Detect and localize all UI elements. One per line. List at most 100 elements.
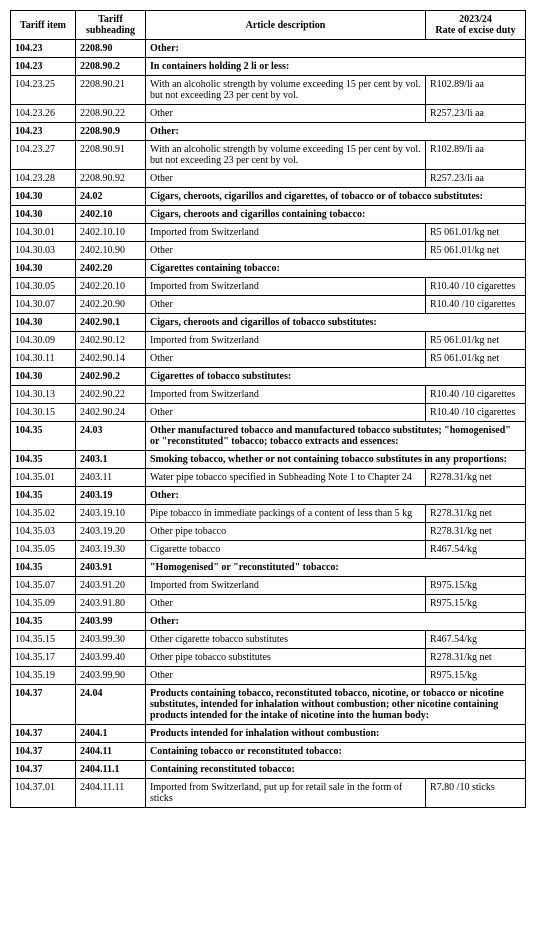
cell-rate: R102.89/li aa — [426, 76, 526, 105]
table-row: 104.23.262208.90.22OtherR257.23/li aa — [11, 105, 526, 123]
cell-description: Imported from Switzerland — [146, 577, 426, 595]
table-row: 104.302402.90.2Cigarettes of tobacco sub… — [11, 368, 526, 386]
table-row: 104.30.112402.90.14OtherR5 061.01/kg net — [11, 350, 526, 368]
cell-subheading: 24.03 — [76, 422, 146, 451]
cell-description: Pipe tobacco in immediate packings of a … — [146, 505, 426, 523]
cell-rate: R278.31/kg net — [426, 523, 526, 541]
cell-subheading: 2404.11 — [76, 743, 146, 761]
cell-subheading: 2403.91.80 — [76, 595, 146, 613]
cell-rate: R467.54/kg — [426, 631, 526, 649]
cell-item: 104.35 — [11, 613, 76, 631]
cell-description: Smoking tobacco, whether or not containi… — [146, 451, 526, 469]
cell-subheading: 2404.1 — [76, 725, 146, 743]
table-row: 104.30.012402.10.10Imported from Switzer… — [11, 224, 526, 242]
table-row: 104.302402.90.1Cigars, cheroots and ciga… — [11, 314, 526, 332]
cell-subheading: 2402.10.10 — [76, 224, 146, 242]
cell-item: 104.35.02 — [11, 505, 76, 523]
cell-description: Containing reconstituted tobacco: — [146, 761, 526, 779]
cell-subheading: 2403.99.40 — [76, 649, 146, 667]
cell-subheading: 2403.99.30 — [76, 631, 146, 649]
cell-item: 104.23.28 — [11, 170, 76, 188]
header-row: Tariff item Tariff subheading Article de… — [11, 11, 526, 40]
table-row: 104.35.092403.91.80OtherR975.15/kg — [11, 595, 526, 613]
cell-subheading: 2404.11.11 — [76, 779, 146, 808]
table-row: 104.35.052403.19.30Cigarette tobaccoR467… — [11, 541, 526, 559]
cell-item: 104.37 — [11, 743, 76, 761]
cell-description: Cigarette tobacco — [146, 541, 426, 559]
table-row: 104.23.252208.90.21With an alcoholic str… — [11, 76, 526, 105]
cell-rate: R257.23/li aa — [426, 170, 526, 188]
cell-description: Other: — [146, 613, 526, 631]
cell-item: 104.30.09 — [11, 332, 76, 350]
table-row: 104.232208.90.9Other: — [11, 123, 526, 141]
cell-subheading: 2208.90.9 — [76, 123, 146, 141]
cell-description: Other — [146, 296, 426, 314]
table-row: 104.3524.03Other manufactured tobacco an… — [11, 422, 526, 451]
cell-rate: R278.31/kg net — [426, 649, 526, 667]
cell-item: 104.30.11 — [11, 350, 76, 368]
cell-subheading: 2403.19.10 — [76, 505, 146, 523]
cell-item: 104.23.27 — [11, 141, 76, 170]
cell-subheading: 2403.19.30 — [76, 541, 146, 559]
table-row: 104.30.152402.90.24OtherR10.40 /10 cigar… — [11, 404, 526, 422]
cell-subheading: 2403.1 — [76, 451, 146, 469]
cell-subheading: 2402.20 — [76, 260, 146, 278]
cell-description: Cigars, cheroots, cigarillos and cigaret… — [146, 188, 526, 206]
table-row: 104.23.272208.90.91With an alcoholic str… — [11, 141, 526, 170]
table-row: 104.352403.19Other: — [11, 487, 526, 505]
cell-item: 104.30.15 — [11, 404, 76, 422]
cell-description: Imported from Switzerland — [146, 224, 426, 242]
table-row: 104.30.052402.20.10Imported from Switzer… — [11, 278, 526, 296]
cell-subheading: 2402.20.90 — [76, 296, 146, 314]
cell-rate: R10.40 /10 cigarettes — [426, 296, 526, 314]
table-row: 104.35.192403.99.90OtherR975.15/kg — [11, 667, 526, 685]
table-row: 104.30.132402.90.22Imported from Switzer… — [11, 386, 526, 404]
table-row: 104.302402.20Cigarettes containing tobac… — [11, 260, 526, 278]
cell-subheading: 2208.90.21 — [76, 76, 146, 105]
cell-rate: R10.40 /10 cigarettes — [426, 386, 526, 404]
cell-rate: R278.31/kg net — [426, 505, 526, 523]
cell-subheading: 2403.19.20 — [76, 523, 146, 541]
cell-item: 104.23 — [11, 123, 76, 141]
header-item: Tariff item — [11, 11, 76, 40]
cell-rate: R5 061.01/kg net — [426, 224, 526, 242]
cell-subheading: 2402.20.10 — [76, 278, 146, 296]
cell-item: 104.23.25 — [11, 76, 76, 105]
cell-subheading: 2208.90.2 — [76, 58, 146, 76]
cell-subheading: 24.02 — [76, 188, 146, 206]
table-row: 104.35.072403.91.20Imported from Switzer… — [11, 577, 526, 595]
cell-description: Other — [146, 404, 426, 422]
cell-item: 104.37.01 — [11, 779, 76, 808]
cell-subheading: 2402.90.2 — [76, 368, 146, 386]
cell-item: 104.35 — [11, 559, 76, 577]
cell-item: 104.23 — [11, 58, 76, 76]
cell-subheading: 2402.90.14 — [76, 350, 146, 368]
cell-description: Other manufactured tobacco and manufactu… — [146, 422, 526, 451]
cell-rate: R7.80 /10 sticks — [426, 779, 526, 808]
cell-item: 104.30 — [11, 188, 76, 206]
cell-subheading: 2208.90 — [76, 40, 146, 58]
cell-item: 104.30 — [11, 314, 76, 332]
cell-subheading: 2403.19 — [76, 487, 146, 505]
cell-subheading: 2208.90.91 — [76, 141, 146, 170]
cell-description: Other — [146, 105, 426, 123]
cell-description: Products containing tobacco, reconstitut… — [146, 685, 526, 725]
table-row: 104.352403.99Other: — [11, 613, 526, 631]
cell-item: 104.37 — [11, 725, 76, 743]
cell-subheading: 24.04 — [76, 685, 146, 725]
table-row: 104.352403.1Smoking tobacco, whether or … — [11, 451, 526, 469]
cell-subheading: 2402.90.1 — [76, 314, 146, 332]
cell-item: 104.35.03 — [11, 523, 76, 541]
cell-subheading: 2402.10 — [76, 206, 146, 224]
cell-rate: R975.15/kg — [426, 667, 526, 685]
cell-item: 104.35.15 — [11, 631, 76, 649]
cell-item: 104.35.05 — [11, 541, 76, 559]
cell-description: With an alcoholic strength by volume exc… — [146, 141, 426, 170]
cell-description: Other: — [146, 40, 526, 58]
table-row: 104.3724.04Products containing tobacco, … — [11, 685, 526, 725]
table-row: 104.30.092402.90.12Imported from Switzer… — [11, 332, 526, 350]
table-row: 104.232208.90.2In containers holding 2 l… — [11, 58, 526, 76]
cell-rate: R102.89/li aa — [426, 141, 526, 170]
cell-description: Products intended for inhalation without… — [146, 725, 526, 743]
cell-item: 104.30.05 — [11, 278, 76, 296]
